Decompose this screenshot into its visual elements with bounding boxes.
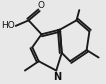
Text: HO: HO (1, 21, 15, 30)
Text: O: O (37, 1, 44, 10)
Text: N: N (53, 72, 61, 82)
